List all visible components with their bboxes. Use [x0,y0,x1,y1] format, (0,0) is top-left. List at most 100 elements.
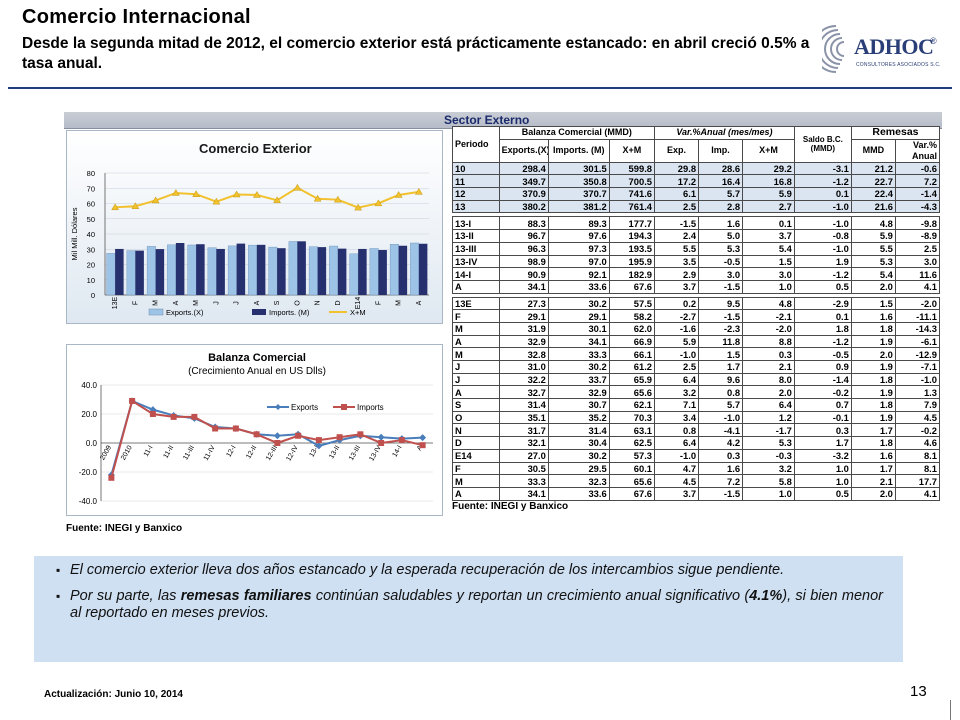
table-cell: 5.5 [850,241,896,256]
table-cell: 5.9 [654,334,700,349]
table-cell: 28.6 [698,161,744,176]
bar-exports [207,247,217,296]
row-label: A [452,334,500,349]
table-row: 13E 27.3 30.2 57.5 0.2 9.5 4.8 -2.9 1.5 -2.0 [452,296,941,311]
table-cell: 17.2 [654,174,700,189]
table-cell: 9.6 [698,372,744,387]
point-xm [374,199,383,207]
header-exp: Exp. [654,138,700,163]
table-cell: 33.6 [547,279,610,294]
row-label: 13-II [452,229,500,243]
table-cell: 31.9 [498,321,549,336]
bar-imports [256,244,266,295]
table-cell: 67.6 [608,486,656,501]
table-cell: 741.6 [608,187,656,201]
table-cell: 7.2 [894,174,941,189]
y-tick-label: 0 [91,291,95,300]
table-cell: 22.7 [850,174,896,189]
point-imports [191,413,198,420]
bar-imports [175,242,185,295]
row-label: 12 [452,187,500,201]
point-imports [378,440,385,446]
y-tick-label: 70 [87,184,95,193]
bullet2-emph: 4.1% [749,588,783,604]
point-xm [273,196,281,203]
table-cell: 34.1 [547,334,610,349]
bar-imports [277,248,286,295]
table-row: A 32.7 32.9 65.6 3.2 0.8 2.0 -0.2 1.9 1.3 [452,385,941,400]
y-tick-label: 0.0 [86,439,98,448]
bar-imports [196,244,205,295]
header-anual: Var.% Anual [894,138,941,163]
table-cell: 0.8 [654,423,700,438]
bullet-item: Por su parte, las remesas familiares con… [56,588,883,622]
y-tick-label: 40.0 [81,381,97,390]
table-row: F 29.1 29.1 58.2 -2.7 -1.5 -2.1 0.1 1.6 -11.1 [452,309,941,323]
table-cell: 92.1 [547,267,610,281]
table-cell: 0.8 [698,385,744,400]
table-cell: -1.5 [698,309,744,323]
row-label: D [452,436,500,450]
line-imports [110,399,423,479]
row-label: 13-IV [452,254,500,269]
table-cell: -1.5 [698,279,744,294]
bar-imports [378,250,387,295]
row-label: S [452,398,500,412]
table-cell: 33.7 [547,372,610,387]
row-label: O [452,410,500,425]
y-tick-label: -20.0 [79,468,98,477]
x-tick-label: 12-II [245,444,258,460]
table-cell: 65.6 [608,385,656,400]
table-cell: 4.1 [894,486,941,501]
table-cell: 0.3 [742,347,795,361]
x-tick-label: 13-III [348,444,362,461]
bar-exports [369,248,379,296]
table-row: O 35.1 35.2 70.3 3.4 -1.0 1.2 -0.1 1.9 4.5 [452,410,941,425]
table-cell: 380.2 [498,199,549,214]
header-remesas: Remesas [850,126,941,140]
table-cell: 1.0 [793,474,852,488]
line-exports [110,399,423,476]
table-cell: 1.6 [850,309,896,323]
table-cell: 33.3 [498,474,549,488]
table-cell: 1.9 [850,410,896,425]
table-cell: 58.2 [608,309,656,323]
point-imports [336,434,343,441]
table-cell: 3.0 [698,267,744,281]
table-row: 13-II 96.7 97.6 194.3 2.4 5.0 3.7 -0.8 5.9 -8.9 [452,229,941,243]
table-cell: 98.9 [498,254,549,269]
table-cell: 4.5 [894,410,941,425]
table-cell: 30.7 [547,398,610,412]
table-cell: 7.2 [698,474,744,488]
point-imports [212,425,219,432]
row-label: M [452,474,500,488]
x-tick-label: 13-IV [368,444,383,462]
table-cell: 4.5 [654,474,700,488]
table-cell: -0.2 [894,423,941,438]
sector-externo-table: Periodo Balanza Comercial (MMD) Var.%Anu… [452,126,941,501]
table-cell: -1.0 [654,448,700,463]
bar-imports [297,241,306,295]
table-cell: 1.7 [850,461,896,476]
point-imports [295,432,302,439]
point-xm [192,190,200,197]
table-cell: 30.1 [547,321,610,336]
table-cell: 3.4 [654,410,700,425]
data-table-wrap: Periodo Balanza Comercial (MMD) Var.%Anu… [452,126,942,544]
sector-externo-panel: Sector Externo Comercio Exterior 0 10 20 30 4… [64,112,942,544]
table-cell: 5.5 [654,241,700,256]
bar-exports [389,244,399,296]
table-cell: 1.0 [742,486,795,501]
table-cell: 7.9 [894,398,941,412]
header-divider [8,87,952,89]
table-cell: 5.4 [850,267,896,281]
x-tick-label: 11-II [163,444,176,459]
table-cell: -9.8 [894,216,941,231]
x-tick-label: J [213,301,220,305]
table-row: E14 27.0 30.2 57.3 -1.0 0.3 -0.3 -3.2 1.6 8.1 [452,448,941,463]
point-imports [232,425,239,432]
table-cell: 5.7 [698,187,744,201]
table-row: S 31.4 30.7 62.1 7.1 5.7 6.4 0.7 1.8 7.9 [452,398,941,412]
table-cell: 0.9 [793,360,852,374]
bar-exports [167,244,177,296]
